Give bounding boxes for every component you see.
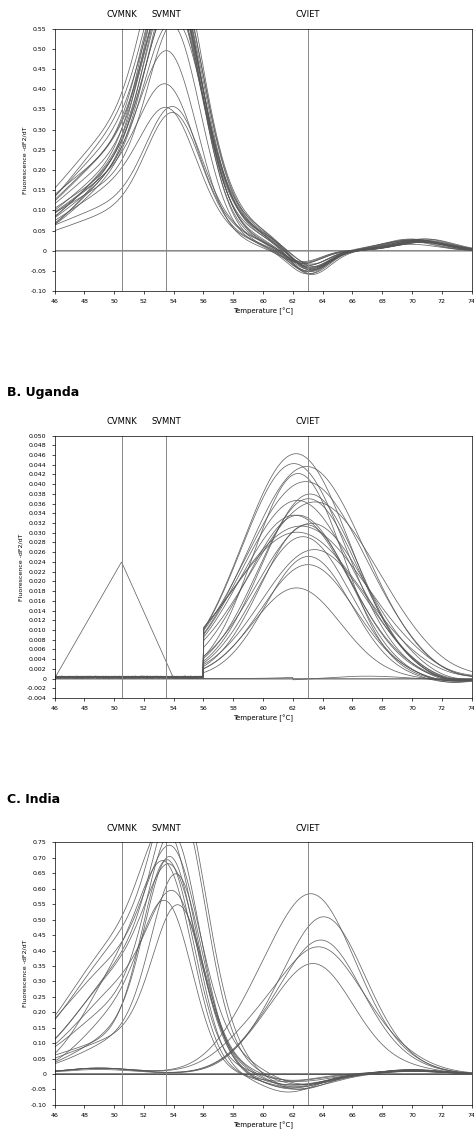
Text: CVIET: CVIET [296, 10, 320, 19]
Text: SVMNT: SVMNT [151, 824, 181, 834]
Text: CVMNK: CVMNK [106, 824, 137, 834]
Text: B. Uganda: B. Uganda [7, 386, 79, 398]
Y-axis label: Fluorescence -dF2/dT: Fluorescence -dF2/dT [23, 126, 27, 194]
Text: CVMNK: CVMNK [106, 418, 137, 426]
X-axis label: Temperature [°C]: Temperature [°C] [233, 1121, 293, 1129]
Text: CVMNK: CVMNK [106, 10, 137, 19]
Y-axis label: Fluorescence -dF2/dT: Fluorescence -dF2/dT [23, 940, 27, 1008]
Text: C. India: C. India [7, 792, 60, 806]
Text: CVIET: CVIET [296, 418, 320, 426]
Y-axis label: Fluorescence -dF2/dT: Fluorescence -dF2/dT [18, 534, 24, 600]
Text: CVIET: CVIET [296, 824, 320, 834]
X-axis label: Temperature [°C]: Temperature [°C] [233, 307, 293, 315]
Text: SVMNT: SVMNT [151, 418, 181, 426]
X-axis label: Temperature [°C]: Temperature [°C] [233, 714, 293, 721]
Text: SVMNT: SVMNT [151, 10, 181, 19]
